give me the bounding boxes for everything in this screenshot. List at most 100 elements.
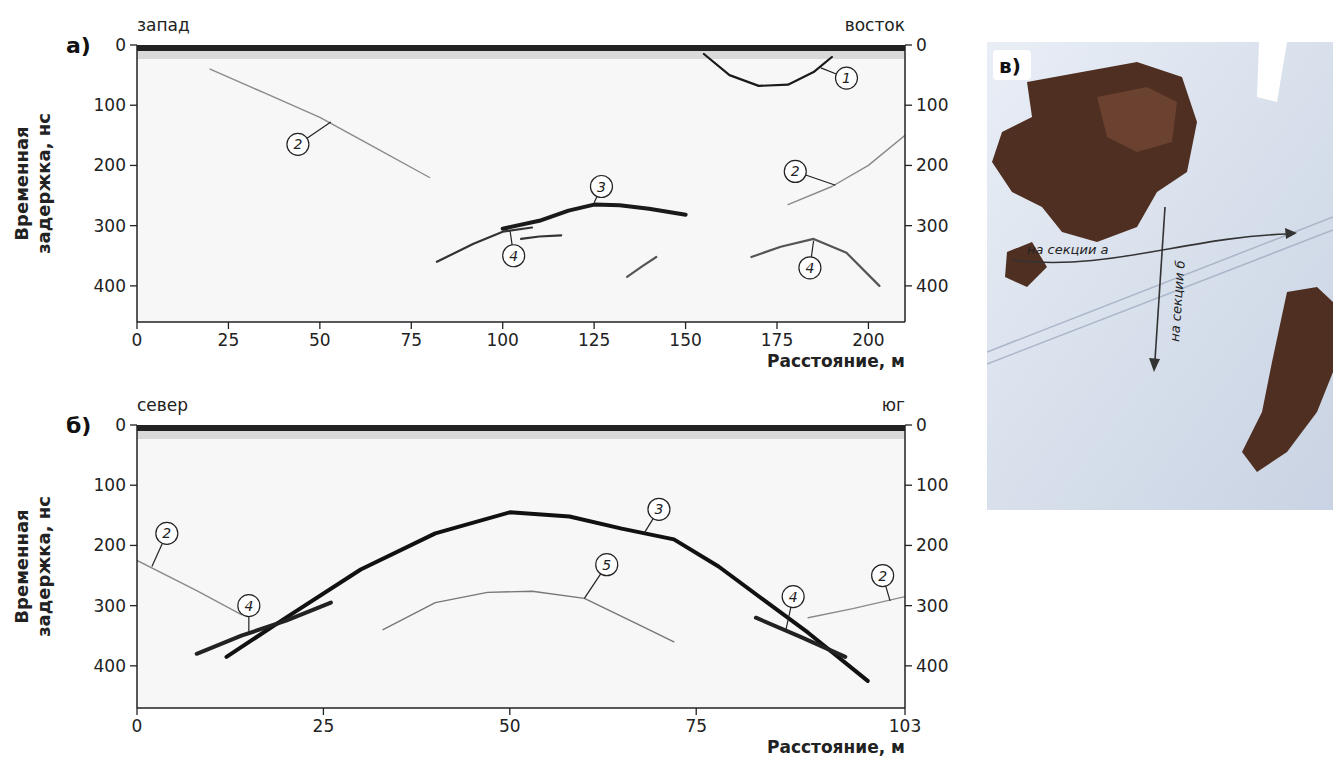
annotation-circle: [590, 176, 612, 198]
y-tick-label: 100: [94, 475, 126, 495]
y-tick: [905, 225, 912, 226]
reflector: [521, 235, 561, 239]
annotation-label: 2: [878, 568, 887, 584]
annotation-circle: [784, 160, 806, 182]
y-tick-label: 100: [94, 95, 126, 115]
annotation-circle: [287, 133, 309, 155]
rock: [1242, 287, 1333, 472]
x-tick-label: 200: [852, 330, 884, 350]
arrow-label: на секции б: [1167, 260, 1188, 342]
reflector: [383, 591, 674, 642]
reflector: [210, 69, 430, 177]
y-tick: [905, 665, 912, 666]
x-tick-label: 50: [499, 716, 521, 736]
x-tick: [685, 322, 686, 329]
y-tick-label: 0: [916, 35, 927, 55]
rock: [1097, 87, 1177, 152]
leader-line: [594, 197, 597, 203]
x-tick-label: 0: [132, 716, 143, 736]
direction-label: север: [137, 395, 188, 415]
leader-line: [584, 574, 600, 599]
y-tick-label: 200: [94, 535, 126, 555]
x-tick: [509, 708, 510, 715]
x-tick-label: 75: [400, 330, 422, 350]
plot-background: [137, 45, 905, 322]
x-tick-label: 100: [486, 330, 518, 350]
x-tick-label: 0: [132, 330, 143, 350]
arrowhead: [1285, 228, 1297, 239]
x-axis-title: Расстояние, м: [767, 351, 905, 371]
reflector: [704, 54, 832, 86]
annotation-circle: [596, 554, 618, 576]
direction-label: запад: [137, 15, 190, 35]
annotation-label: 4: [805, 260, 814, 276]
y-tick: [130, 424, 137, 425]
annotation-label: 1: [842, 70, 851, 86]
y-tick: [905, 44, 912, 45]
y-tick: [905, 285, 912, 286]
annotations: 243542: [152, 498, 894, 632]
photo-snow: [987, 42, 1333, 510]
glare: [1257, 42, 1287, 102]
x-tick: [904, 708, 905, 715]
annotation-label: 4: [244, 598, 253, 614]
panel-label: б): [66, 413, 91, 438]
y-tick: [130, 605, 137, 606]
rock: [992, 62, 1197, 242]
y-tick-label: 300: [94, 216, 126, 236]
y-tick-label: 300: [94, 596, 126, 616]
panel-label: в): [999, 54, 1021, 78]
x-tick-label: 50: [309, 330, 331, 350]
leader-line: [152, 543, 162, 566]
leader-line: [786, 607, 791, 631]
y-axis-title-line: задержка, нс: [33, 496, 54, 637]
annotation-label: 2: [791, 163, 800, 179]
leader-line: [821, 68, 836, 74]
reflector: [503, 205, 686, 229]
annotation-label: 3: [654, 501, 663, 517]
axis-bottom: [137, 321, 905, 323]
y-tick: [130, 485, 137, 486]
x-tick: [136, 708, 137, 715]
y-tick-label: 100: [916, 95, 948, 115]
surface-band: [137, 425, 905, 431]
y-tick-label: 300: [916, 216, 948, 236]
y-tick-label: 100: [916, 475, 948, 495]
x-tick: [868, 322, 869, 329]
x-tick: [502, 322, 503, 329]
x-tick: [136, 322, 137, 329]
y-tick: [905, 485, 912, 486]
x-tick: [411, 322, 412, 329]
x-tick: [228, 322, 229, 329]
surface-band: [137, 51, 905, 59]
y-tick-label: 200: [916, 535, 948, 555]
y-tick-label: 0: [115, 35, 126, 55]
photo-label-bg: [993, 50, 1031, 80]
panel-label: а): [66, 33, 91, 58]
x-tick: [323, 708, 324, 715]
y-tick: [905, 424, 912, 425]
y-tick: [130, 165, 137, 166]
y-tick: [130, 105, 137, 106]
annotation-label: 3: [597, 179, 606, 195]
arrow-a: [1012, 234, 1287, 262]
surface-band: [137, 45, 905, 51]
photo: [987, 42, 1333, 510]
y-tick: [130, 545, 137, 546]
x-tick-label: 75: [685, 716, 707, 736]
axis-left: [136, 45, 138, 322]
y-tick: [905, 105, 912, 106]
annotation-circle: [782, 586, 804, 608]
annotation-label: 2: [162, 525, 171, 541]
y-axis-title-line: Временная: [11, 509, 32, 623]
y-axis-title-line: задержка, нс: [33, 113, 54, 254]
annotation-label: 4: [509, 248, 518, 264]
reflector: [197, 603, 331, 654]
annotation-circle: [238, 595, 260, 617]
y-tick-label: 400: [94, 656, 126, 676]
y-tick-label: 400: [916, 656, 948, 676]
y-tick-label: 0: [115, 415, 126, 435]
reflector: [756, 618, 845, 657]
annotation-circle: [156, 522, 178, 544]
y-axis-title: Временнаязадержка, нс: [11, 496, 54, 637]
